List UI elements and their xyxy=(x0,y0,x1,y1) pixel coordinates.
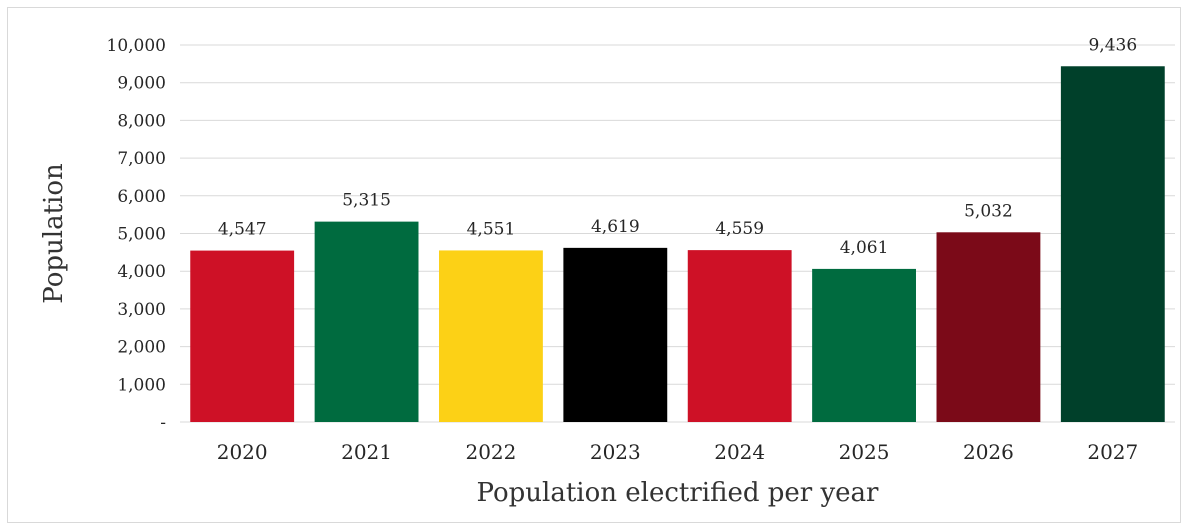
x-tick-label-2025: 2025 xyxy=(839,440,890,464)
bar-2024 xyxy=(687,250,792,422)
x-tick-label-2026: 2026 xyxy=(963,440,1014,464)
y-tick-label: - xyxy=(160,413,166,433)
x-tick-label-2024: 2024 xyxy=(714,440,765,464)
bar-2020 xyxy=(190,250,295,422)
y-axis-tick-labels: - 1,000 2,000 3,000 4,000 5,000 6,000 7,000 8,00… xyxy=(107,36,166,433)
data-label-2023: 4,619 xyxy=(591,217,640,237)
bar-2023 xyxy=(563,247,668,422)
data-label-2020: 4,547 xyxy=(218,220,267,240)
bar-2022 xyxy=(439,250,543,422)
y-tick-label: 10,000 xyxy=(107,36,166,56)
data-label-2022: 4,551 xyxy=(467,219,516,239)
x-tick-label-2027: 2027 xyxy=(1087,440,1138,464)
bar-2027 xyxy=(1060,66,1165,422)
x-tick-label-2022: 2022 xyxy=(465,440,516,464)
x-axis-title: Population electrified per year xyxy=(477,478,880,508)
bar-2021 xyxy=(314,221,419,422)
data-label-2021: 5,315 xyxy=(342,191,391,211)
y-tick-label: 5,000 xyxy=(117,225,166,245)
data-label-2026: 5,032 xyxy=(964,201,1013,221)
bar-2026 xyxy=(936,232,1041,422)
y-tick-label: 1,000 xyxy=(117,375,166,395)
y-tick-label: 2,000 xyxy=(117,338,166,358)
y-tick-label: 6,000 xyxy=(117,187,166,207)
x-tick-label-2020: 2020 xyxy=(217,440,268,464)
data-labels: 4,547 5,315 4,551 4,619 4,559 4,061 5,032 9,436 xyxy=(218,35,1137,258)
data-label-2025: 4,061 xyxy=(840,238,889,258)
data-label-2027: 9,436 xyxy=(1088,35,1137,55)
bars xyxy=(190,66,1165,422)
bar-2025 xyxy=(812,268,916,422)
y-tick-label: 9,000 xyxy=(117,74,166,94)
y-axis-title: Population xyxy=(39,163,69,304)
y-tick-label: 3,000 xyxy=(117,300,166,320)
y-tick-label: 8,000 xyxy=(117,111,166,131)
y-tick-label: 4,000 xyxy=(117,262,166,282)
x-axis-tick-labels: 2020 2021 2022 2023 2024 2025 2026 2027 xyxy=(217,440,1139,464)
x-tick-label-2023: 2023 xyxy=(590,440,641,464)
x-tick-label-2021: 2021 xyxy=(341,440,392,464)
data-label-2024: 4,559 xyxy=(715,219,764,239)
y-tick-label: 7,000 xyxy=(117,149,166,169)
